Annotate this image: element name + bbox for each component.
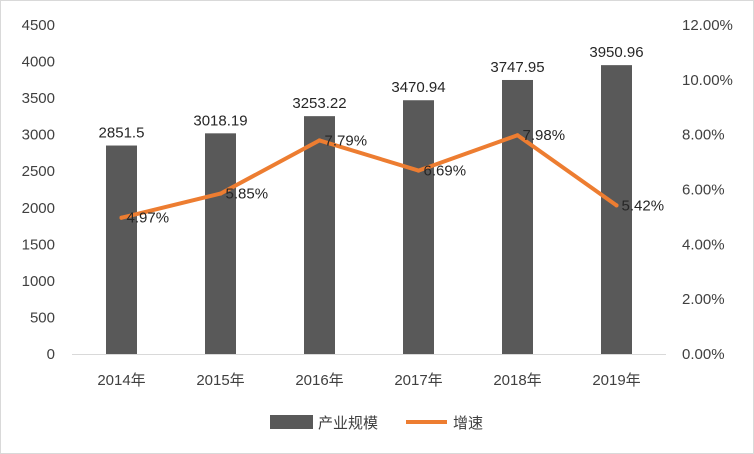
bar — [403, 100, 434, 354]
left-axis-tick: 1500 — [22, 236, 55, 253]
bar-data-labels: 2851.5 3018.19 3253.22 3470.94 3747.95 3950.9… — [99, 44, 644, 141]
bar — [205, 133, 236, 354]
line-series — [119, 133, 619, 220]
category-label: 2017年 — [394, 372, 442, 389]
line-value-label: 5.42% — [622, 197, 665, 214]
left-axis-tick: 4000 — [22, 54, 55, 71]
left-axis-tick: 3000 — [22, 127, 55, 144]
line-point — [218, 191, 223, 196]
bar-value-label: 3950.96 — [589, 44, 643, 61]
bar-value-label: 3018.19 — [193, 112, 247, 129]
right-axis-tick: 12.00% — [682, 17, 733, 34]
right-axis-tick: 4.00% — [682, 236, 725, 253]
bar — [502, 79, 533, 354]
line-point — [416, 168, 421, 173]
category-label: 2018年 — [493, 372, 541, 389]
right-axis-tick: 6.00% — [682, 182, 725, 199]
bar-value-label: 3253.22 — [292, 95, 346, 112]
bar — [601, 65, 632, 354]
category-label: 2015年 — [196, 372, 244, 389]
left-axis-tick: 1000 — [22, 273, 55, 290]
line-point — [614, 203, 619, 208]
left-axis-tick: 2000 — [22, 200, 55, 217]
left-axis-tick: 3500 — [22, 90, 55, 107]
line-point — [317, 138, 322, 143]
bar — [106, 145, 137, 354]
bar — [304, 116, 335, 354]
legend-line-label: 增速 — [453, 415, 483, 432]
right-axis-tick: 0.00% — [682, 346, 725, 363]
left-axis-tick: 2500 — [22, 163, 55, 180]
legend-bar-swatch — [270, 415, 313, 429]
category-label: 2016年 — [295, 372, 343, 389]
bar-value-label: 2851.5 — [99, 125, 145, 142]
growth-line — [119, 133, 619, 220]
left-axis-tick: 500 — [30, 309, 55, 326]
right-y-axis: 0.00% 2.00% 4.00% 6.00% 8.00% 10.00% 12.00% — [682, 17, 733, 363]
legend: 产业规模 增速 — [270, 415, 483, 432]
line-value-label: 7.98% — [523, 127, 566, 144]
bar-value-label: 3470.94 — [391, 79, 445, 96]
bar-value-label: 3747.95 — [490, 59, 544, 76]
line-data-labels: 4.97% 5.85% 7.79% 6.69% 7.98% 5.42% — [127, 127, 665, 227]
line-value-label: 5.85% — [226, 186, 269, 203]
right-axis-tick: 2.00% — [682, 291, 725, 308]
category-label: 2014年 — [97, 372, 145, 389]
legend-bar-label: 产业规模 — [318, 415, 378, 432]
category-label: 2019年 — [592, 372, 640, 389]
left-y-axis: 0 500 1000 1500 2000 2500 3000 3500 4000 4500 — [22, 17, 55, 363]
bar-series — [106, 65, 632, 354]
right-axis-tick: 8.00% — [682, 127, 725, 144]
left-axis-tick: 0 — [47, 346, 55, 363]
line-point — [119, 215, 124, 220]
line-value-label: 4.97% — [127, 210, 170, 227]
x-axis-labels: 2014年 2015年 2016年 2017年 2018年 2019年 — [97, 372, 640, 389]
line-value-label: 7.79% — [325, 132, 368, 149]
left-axis-tick: 4500 — [22, 17, 55, 34]
right-axis-tick: 10.00% — [682, 72, 733, 89]
line-value-label: 6.69% — [424, 163, 467, 180]
line-point — [515, 133, 520, 138]
